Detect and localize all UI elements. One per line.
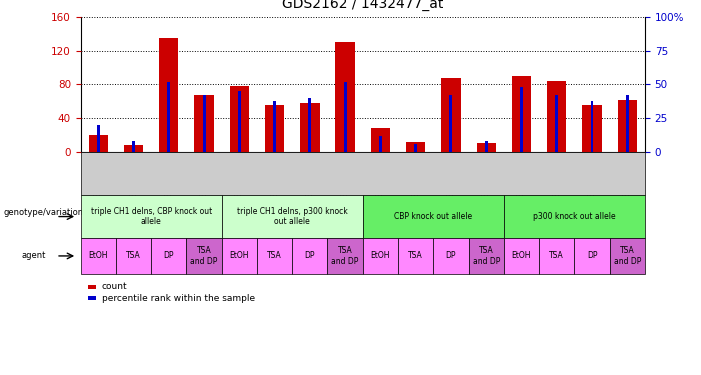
Text: TSA
and DP: TSA and DP — [332, 246, 359, 266]
Text: triple CH1 delns, CBP knock out
allele: triple CH1 delns, CBP knock out allele — [90, 207, 212, 226]
Bar — [343, 82, 346, 152]
Text: EtOH: EtOH — [229, 251, 249, 260]
Bar — [132, 141, 135, 152]
Text: DP: DP — [446, 251, 456, 260]
Bar — [547, 81, 566, 152]
Text: DP: DP — [163, 251, 174, 260]
Text: TSA
and DP: TSA and DP — [191, 246, 218, 266]
Text: EtOH: EtOH — [88, 251, 108, 260]
Text: agent: agent — [21, 251, 46, 260]
Bar — [230, 86, 249, 152]
Text: DP: DP — [305, 251, 315, 260]
Bar — [520, 87, 523, 152]
Bar — [406, 142, 426, 152]
Text: count: count — [102, 282, 128, 291]
Text: p300 knock out allele: p300 knock out allele — [533, 212, 615, 221]
Text: CBP knock out allele: CBP knock out allele — [394, 212, 472, 221]
Text: GDS2162 / 1432477_at: GDS2162 / 1432477_at — [282, 0, 444, 11]
Bar — [449, 95, 452, 152]
Bar — [441, 78, 461, 152]
Text: DP: DP — [587, 251, 597, 260]
Text: EtOH: EtOH — [512, 251, 531, 260]
Bar — [555, 95, 558, 152]
Bar — [583, 105, 601, 152]
Bar — [485, 141, 488, 152]
Bar — [512, 76, 531, 152]
Bar — [203, 95, 205, 152]
Bar — [626, 95, 629, 152]
Text: TSA: TSA — [126, 251, 141, 260]
Text: percentile rank within the sample: percentile rank within the sample — [102, 294, 254, 303]
Bar — [168, 82, 170, 152]
Text: TSA
and DP: TSA and DP — [472, 246, 500, 266]
Bar — [194, 94, 214, 152]
Bar — [238, 91, 240, 152]
Bar — [618, 100, 637, 152]
Text: TSA
and DP: TSA and DP — [613, 246, 641, 266]
Bar — [590, 100, 594, 152]
Bar — [371, 128, 390, 152]
Text: genotype/variation: genotype/variation — [4, 209, 83, 218]
Bar — [97, 125, 100, 152]
Bar — [88, 135, 108, 152]
Bar — [414, 144, 417, 152]
Bar — [124, 145, 143, 152]
Text: TSA: TSA — [550, 251, 564, 260]
Bar — [477, 144, 496, 152]
Bar — [273, 100, 276, 152]
Bar — [265, 105, 285, 152]
Text: triple CH1 delns, p300 knock
out allele: triple CH1 delns, p300 knock out allele — [237, 207, 348, 226]
Text: TSA: TSA — [267, 251, 282, 260]
Bar — [379, 136, 382, 152]
Bar — [308, 98, 311, 152]
Bar — [336, 42, 355, 152]
Bar — [159, 38, 179, 152]
Bar — [300, 103, 320, 152]
Text: TSA: TSA — [408, 251, 423, 260]
Text: EtOH: EtOH — [371, 251, 390, 260]
